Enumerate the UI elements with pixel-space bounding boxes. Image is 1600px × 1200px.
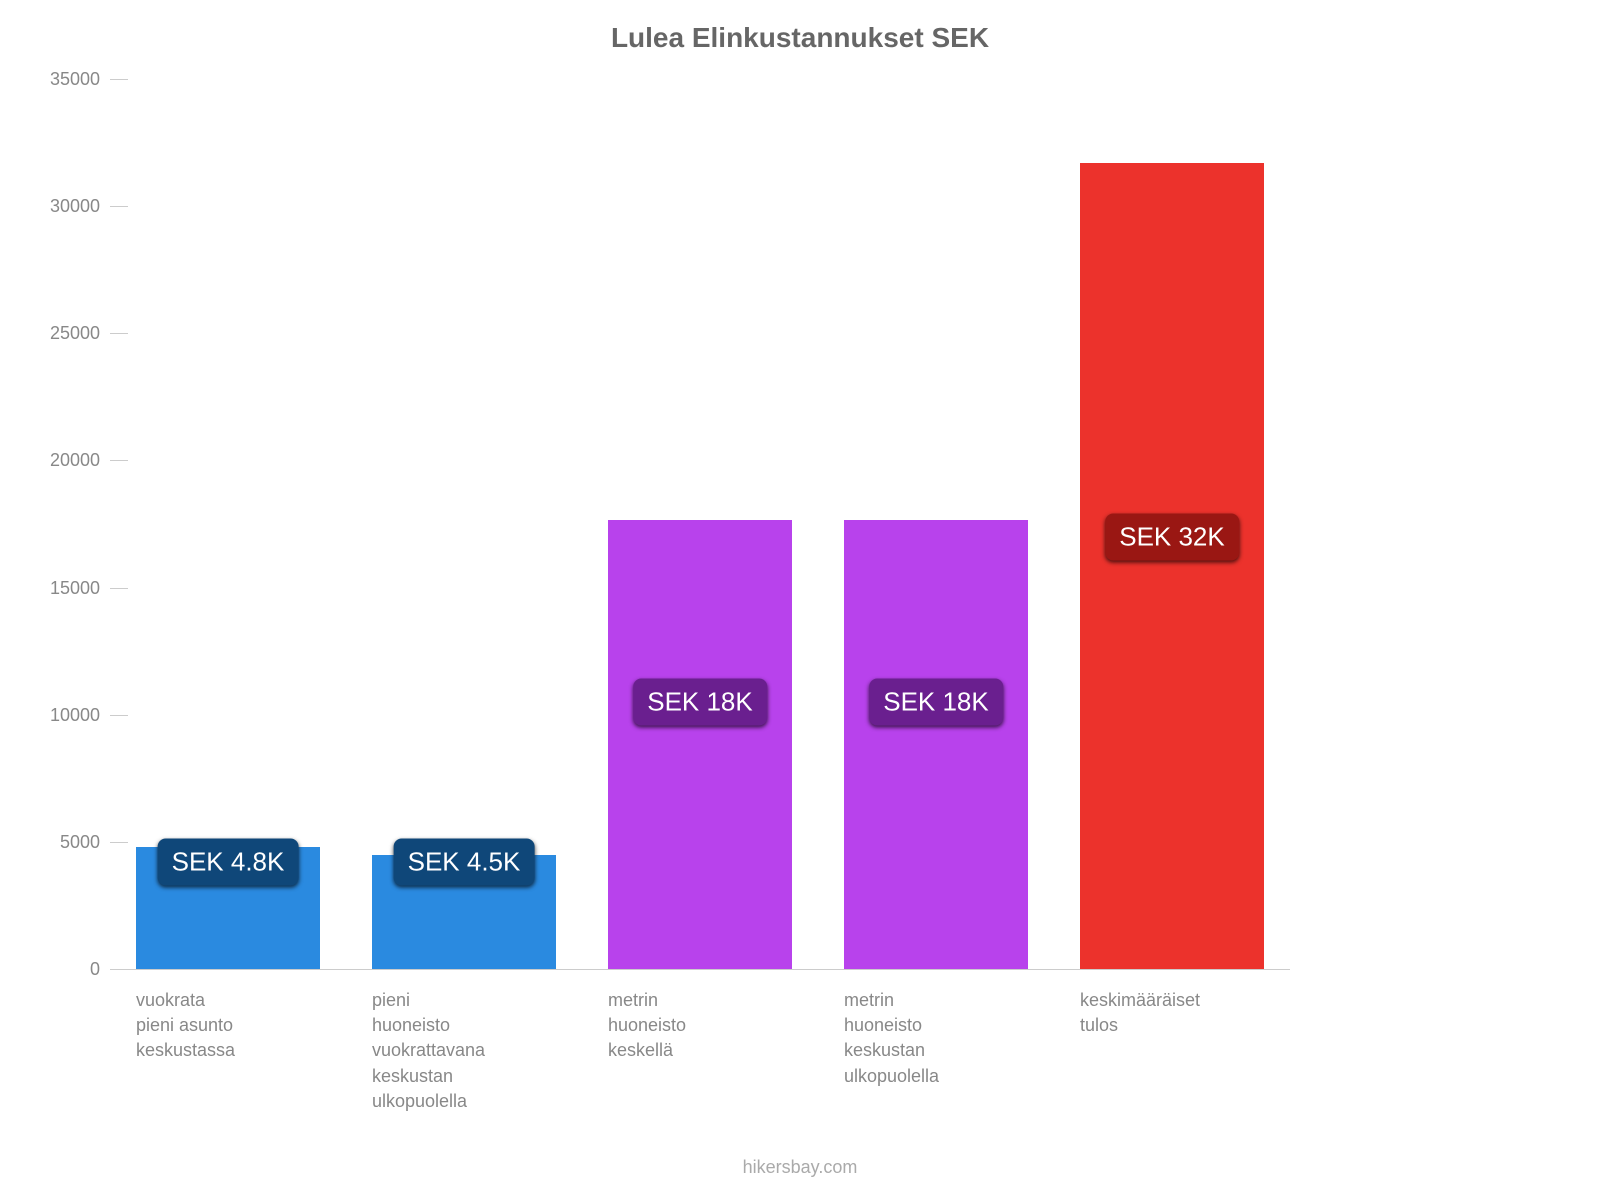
y-tick-label: 10000 xyxy=(50,705,110,726)
bar: SEK 4.8K xyxy=(136,847,320,969)
attribution: hikersbay.com xyxy=(743,1157,858,1178)
x-tick-label: metrinhuoneistokeskustanulkopuolella xyxy=(844,988,1028,1089)
y-tick-label: 30000 xyxy=(50,196,110,217)
x-tick-label: pienihuoneistovuokrattavanakeskustanulko… xyxy=(372,988,556,1114)
value-badge: SEK 32K xyxy=(1105,513,1239,560)
y-tick-label: 5000 xyxy=(60,832,110,853)
plot-area: 05000100001500020000250003000035000SEK 4… xyxy=(110,80,1290,970)
x-tick-label: vuokratapieni asuntokeskustassa xyxy=(136,988,320,1064)
bar: SEK 18K xyxy=(844,520,1028,969)
chart-title: Lulea Elinkustannukset SEK xyxy=(0,22,1600,54)
y-tick-label: 0 xyxy=(90,959,110,980)
chart-stage: Lulea Elinkustannukset SEK 0500010000150… xyxy=(0,0,1600,1200)
bar: SEK 32K xyxy=(1080,163,1264,969)
bar: SEK 18K xyxy=(608,520,792,969)
y-tick-label: 20000 xyxy=(50,450,110,471)
y-tick-label: 35000 xyxy=(50,69,110,90)
value-badge: SEK 18K xyxy=(633,679,767,726)
y-tick-label: 15000 xyxy=(50,578,110,599)
y-tick-label: 25000 xyxy=(50,323,110,344)
value-badge: SEK 4.8K xyxy=(158,839,299,886)
bar: SEK 4.5K xyxy=(372,855,556,969)
value-badge: SEK 18K xyxy=(869,679,1003,726)
value-badge: SEK 4.5K xyxy=(394,839,535,886)
x-tick-label: metrinhuoneistokeskellä xyxy=(608,988,792,1064)
x-tick-label: keskimääräisettulos xyxy=(1080,988,1264,1038)
